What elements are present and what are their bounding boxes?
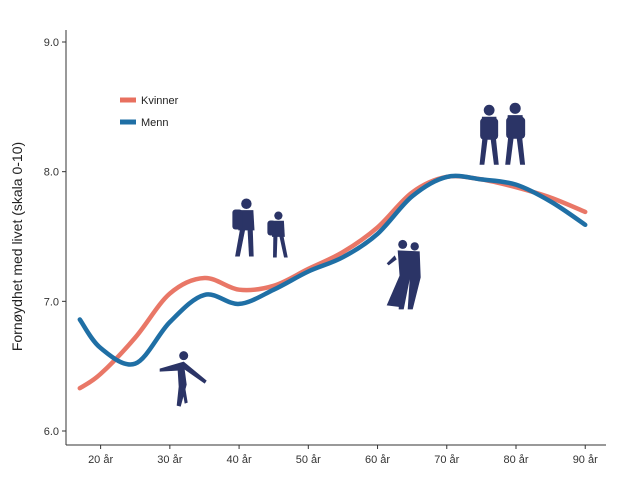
dancers-icon xyxy=(386,239,421,310)
x-ticks: 20 år 30 år 40 år 50 år 60 år 70 år 80 år 90 år xyxy=(88,445,598,466)
axes xyxy=(65,30,606,446)
x-tick-label: 20 år xyxy=(88,454,113,466)
hikers-icon xyxy=(232,198,288,258)
series-line-kvinner xyxy=(77,173,588,391)
skater-icon xyxy=(159,351,207,407)
series-line-menn xyxy=(77,173,588,367)
y-tick-label: 8.0 xyxy=(44,167,59,179)
y-ticks: 6.0 7.0 8.0 9.0 xyxy=(44,37,66,438)
legend-label: Kvinner xyxy=(141,95,179,107)
y-axis-title: Fornøydhet med livet (skala 0-10) xyxy=(9,142,25,351)
legend: Kvinner Menn xyxy=(120,95,179,129)
x-tick-label: 90 år xyxy=(573,454,598,466)
x-tick-label: 80 år xyxy=(503,454,528,466)
y-tick-label: 9.0 xyxy=(44,37,59,49)
x-tick-label: 40 år xyxy=(227,454,252,466)
x-tick-label: 70 år xyxy=(434,454,459,466)
x-tick-label: 50 år xyxy=(296,454,321,466)
y-tick-label: 7.0 xyxy=(44,296,59,308)
legend-label: Menn xyxy=(141,117,169,129)
x-tick-label: 30 år xyxy=(157,454,182,466)
elderly-couple-icon xyxy=(479,102,526,165)
y-tick-label: 6.0 xyxy=(44,426,59,438)
annotations xyxy=(159,102,526,407)
series-group xyxy=(77,173,588,391)
x-tick-label: 60 år xyxy=(365,454,390,466)
